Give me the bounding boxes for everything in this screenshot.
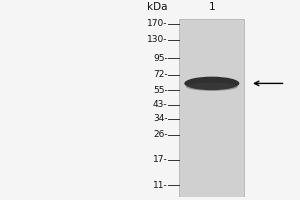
- Text: 43-: 43-: [153, 100, 168, 109]
- Text: 17-: 17-: [153, 155, 168, 164]
- Text: 34-: 34-: [153, 114, 168, 123]
- Ellipse shape: [184, 77, 239, 90]
- Text: 55-: 55-: [153, 86, 168, 95]
- Text: 1: 1: [208, 2, 215, 12]
- Text: 130-: 130-: [147, 35, 168, 44]
- Ellipse shape: [186, 83, 238, 91]
- Bar: [179, 19, 244, 197]
- Text: 95-: 95-: [153, 54, 168, 63]
- Text: 72-: 72-: [153, 70, 168, 79]
- Text: 170-: 170-: [147, 19, 168, 28]
- Text: 26-: 26-: [153, 130, 168, 139]
- Text: kDa: kDa: [147, 2, 168, 12]
- Text: 11-: 11-: [153, 181, 168, 190]
